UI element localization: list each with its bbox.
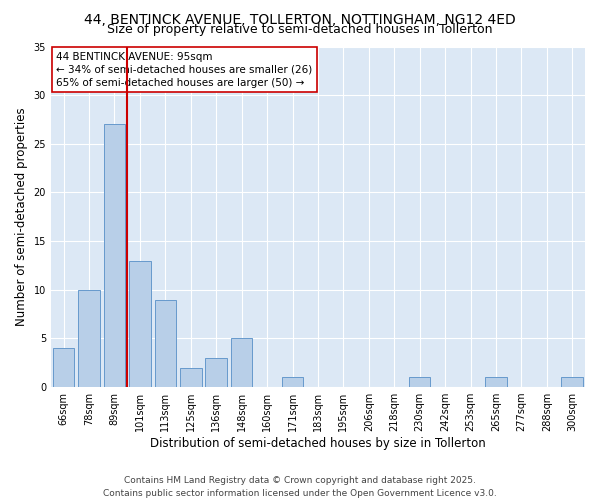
Bar [104,124,125,387]
Bar [231,338,253,387]
Bar [78,290,100,387]
Bar [205,358,227,387]
Bar [282,378,304,387]
Text: 44 BENTINCK AVENUE: 95sqm
← 34% of semi-detached houses are smaller (26)
65% of : 44 BENTINCK AVENUE: 95sqm ← 34% of semi-… [56,52,313,88]
Bar [409,378,430,387]
Bar [485,378,507,387]
Text: Contains HM Land Registry data © Crown copyright and database right 2025.
Contai: Contains HM Land Registry data © Crown c… [103,476,497,498]
Text: 44, BENTINCK AVENUE, TOLLERTON, NOTTINGHAM, NG12 4ED: 44, BENTINCK AVENUE, TOLLERTON, NOTTINGH… [84,12,516,26]
Bar [129,260,151,387]
Bar [155,300,176,387]
Bar [562,378,583,387]
Text: Size of property relative to semi-detached houses in Tollerton: Size of property relative to semi-detach… [107,22,493,36]
X-axis label: Distribution of semi-detached houses by size in Tollerton: Distribution of semi-detached houses by … [150,437,486,450]
Y-axis label: Number of semi-detached properties: Number of semi-detached properties [15,108,28,326]
Bar [53,348,74,387]
Bar [180,368,202,387]
